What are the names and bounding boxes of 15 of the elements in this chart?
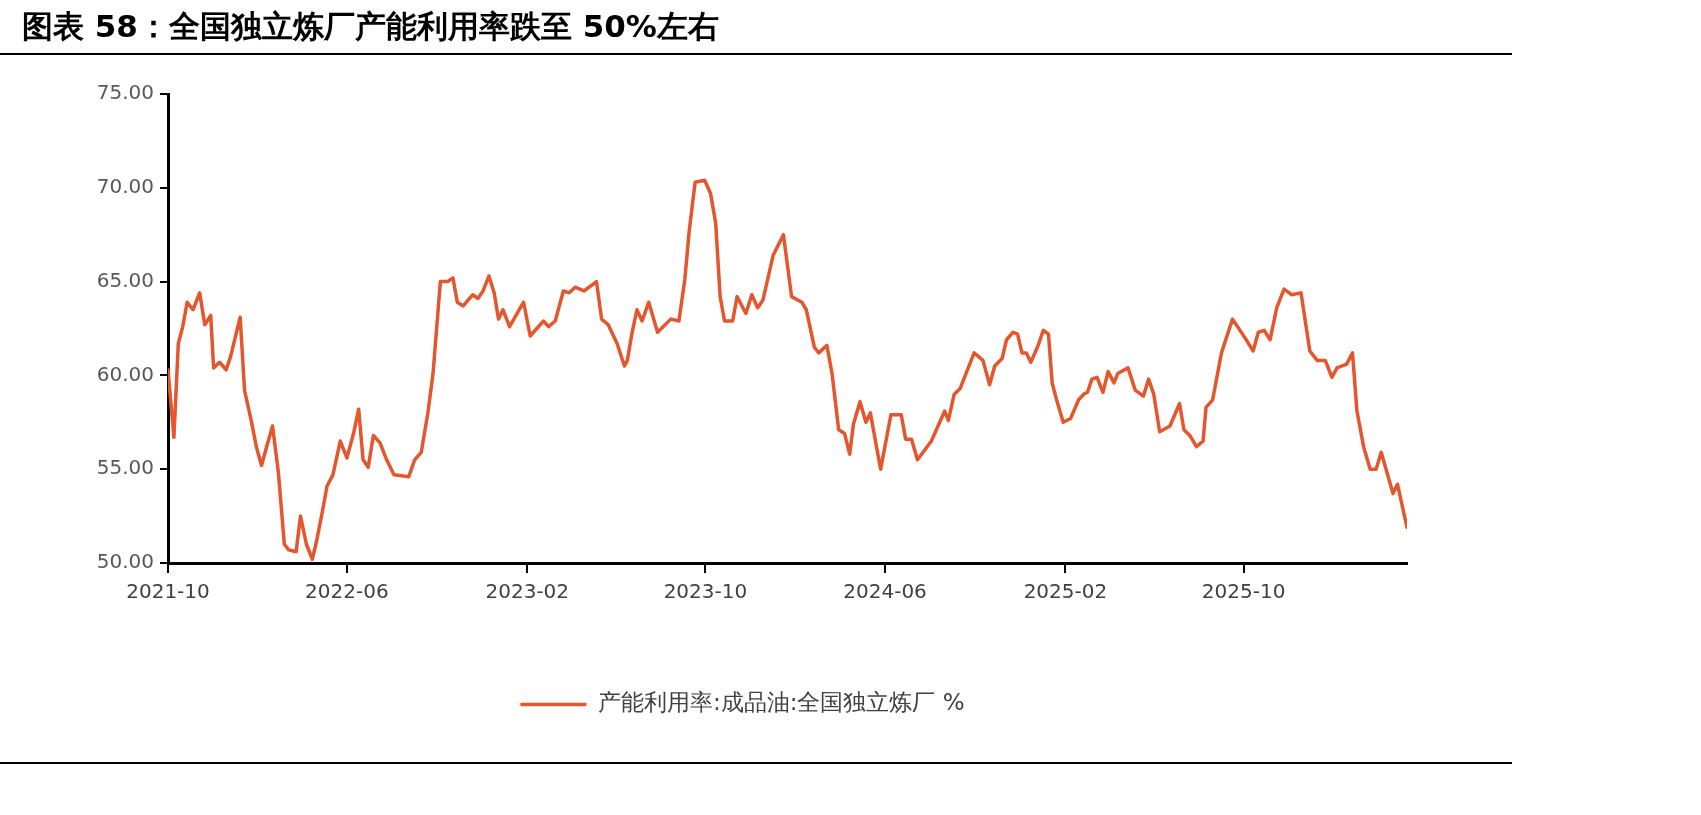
x-tick-label: 2023-10	[663, 579, 748, 604]
x-tick-label: 2025-10	[1201, 579, 1286, 604]
x-tick-label: 2025-02	[1023, 579, 1108, 604]
y-tick-label: 60.00	[96, 361, 154, 386]
y-tick-label: 50.00	[96, 549, 154, 574]
y-tick-label: 70.00	[96, 174, 154, 198]
legend-label: 产能利用率:成品油:全国独立炼厂 %	[597, 689, 965, 716]
y-tick-label: 65.00	[96, 267, 154, 292]
x-tick-label: 2023-02	[485, 579, 570, 604]
x-tick-label: 2021-10	[126, 579, 210, 604]
chart-title: 图表 58：全国独立炼厂产能利用率跌至 50%左右	[22, 7, 719, 46]
y-tick-label: 55.00	[96, 455, 154, 480]
x-tick-label: 2024-06	[843, 579, 927, 604]
x-tick-label: 2022-06	[305, 579, 389, 604]
y-tick-label: 75.00	[96, 80, 154, 105]
